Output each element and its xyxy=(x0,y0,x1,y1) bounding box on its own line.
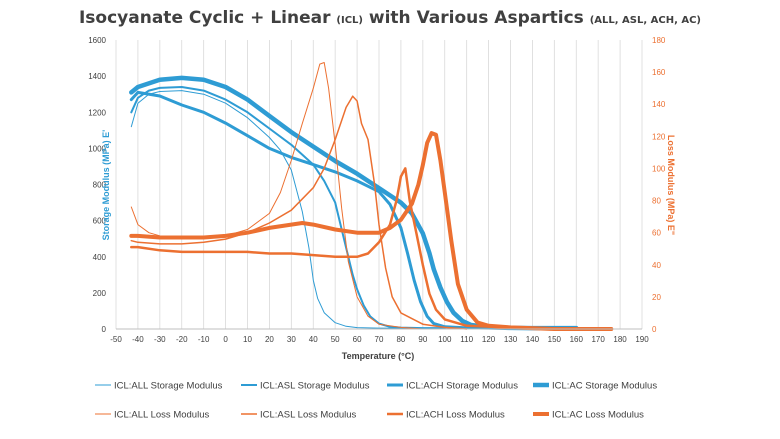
chart-title-part2-small: (ALL, ASL, ACH, AC) xyxy=(589,15,701,26)
x-tick-label: 80 xyxy=(396,335,405,344)
x-tick-label: 10 xyxy=(243,335,252,344)
legend-label: ICL:ACH Loss Modulus xyxy=(406,410,505,421)
y-right-tick-label: 60 xyxy=(652,229,661,238)
legend-label: ICL:ALL Loss Modulus xyxy=(114,410,209,421)
legend-label: ICL:ALL Storage Modulus xyxy=(114,381,223,392)
series-line xyxy=(129,131,614,331)
y-right-tick-label: 0 xyxy=(652,325,657,334)
y-left-tick-label: 200 xyxy=(93,289,107,298)
x-tick-label: 70 xyxy=(375,335,384,344)
x-tick-label: 100 xyxy=(438,335,452,344)
x-tick-label: 190 xyxy=(635,335,649,344)
series-line xyxy=(129,90,512,330)
x-tick-label: 90 xyxy=(418,335,427,344)
series-line xyxy=(130,167,578,331)
x-tick-label: -50 xyxy=(110,335,122,344)
y-left-tick-label: 800 xyxy=(93,181,107,190)
series-line xyxy=(130,90,402,329)
y-axis-right-label: Loss Modulus (MPa) E" xyxy=(666,135,676,235)
series-line xyxy=(130,95,468,330)
y-right-tick-label: 160 xyxy=(652,68,666,77)
y-axis-left-label: Storage Modulus (MPa) E' xyxy=(101,130,111,241)
y-right-tick-label: 20 xyxy=(652,293,661,302)
legend-label: ICL:ACH Storage Modulus xyxy=(406,381,518,392)
x-tick-label: 20 xyxy=(265,335,274,344)
x-tick-label: 140 xyxy=(526,335,540,344)
y-left-tick-label: 400 xyxy=(93,253,107,262)
chart-title-part1: Isocyanate Cyclic + Linear xyxy=(78,8,337,28)
series-line xyxy=(129,75,579,331)
x-tick-label: -40 xyxy=(132,335,144,344)
x-tick-label: 120 xyxy=(482,335,496,344)
y-left-tick-label: 1600 xyxy=(88,36,106,45)
x-axis-label: Temperature (°C) xyxy=(342,351,414,361)
legend-label: ICL:AC Loss Modulus xyxy=(552,410,644,421)
legend-label: ICL:AC Storage Modulus xyxy=(552,381,657,392)
x-tick-label: 150 xyxy=(548,335,562,344)
y-left-tick-label: 600 xyxy=(93,217,107,226)
legend-label: ICL:ASL Storage Modulus xyxy=(260,381,370,392)
x-tick-label: 30 xyxy=(287,335,296,344)
y-left-tick-label: 0 xyxy=(102,325,107,334)
chart-title-part2: with Various Aspartics xyxy=(362,8,590,28)
y-right-tick-label: 180 xyxy=(652,36,666,45)
y-right-tick-label: 40 xyxy=(652,261,661,270)
x-tick-label: 50 xyxy=(331,335,340,344)
x-tick-label: 40 xyxy=(309,335,318,344)
x-tick-label: 60 xyxy=(353,335,362,344)
x-tick-label: 180 xyxy=(613,335,627,344)
x-tick-label: 170 xyxy=(591,335,605,344)
chart-title-part1-small: (ICL) xyxy=(336,15,363,26)
y-left-tick-label: 1200 xyxy=(88,108,106,117)
y-left-tick-label: 1400 xyxy=(88,72,106,81)
legend-label: ICL:ASL Loss Modulus xyxy=(260,410,357,421)
y-right-tick-label: 100 xyxy=(652,164,666,173)
x-tick-label: -10 xyxy=(198,335,210,344)
x-tick-label: 0 xyxy=(223,335,228,344)
x-tick-label: -30 xyxy=(154,335,166,344)
x-tick-label: 160 xyxy=(570,335,584,344)
series-line xyxy=(130,86,446,330)
x-tick-label: 130 xyxy=(504,335,518,344)
chart-title: Isocyanate Cyclic + Linear (ICL) with Va… xyxy=(0,8,780,28)
y-right-tick-label: 120 xyxy=(652,132,666,141)
x-tick-label: 110 xyxy=(460,335,473,344)
x-tick-label: -20 xyxy=(176,335,188,344)
y-right-tick-label: 80 xyxy=(652,197,661,206)
y-right-tick-label: 140 xyxy=(652,100,666,109)
y-left-tick-label: 1000 xyxy=(88,144,106,153)
